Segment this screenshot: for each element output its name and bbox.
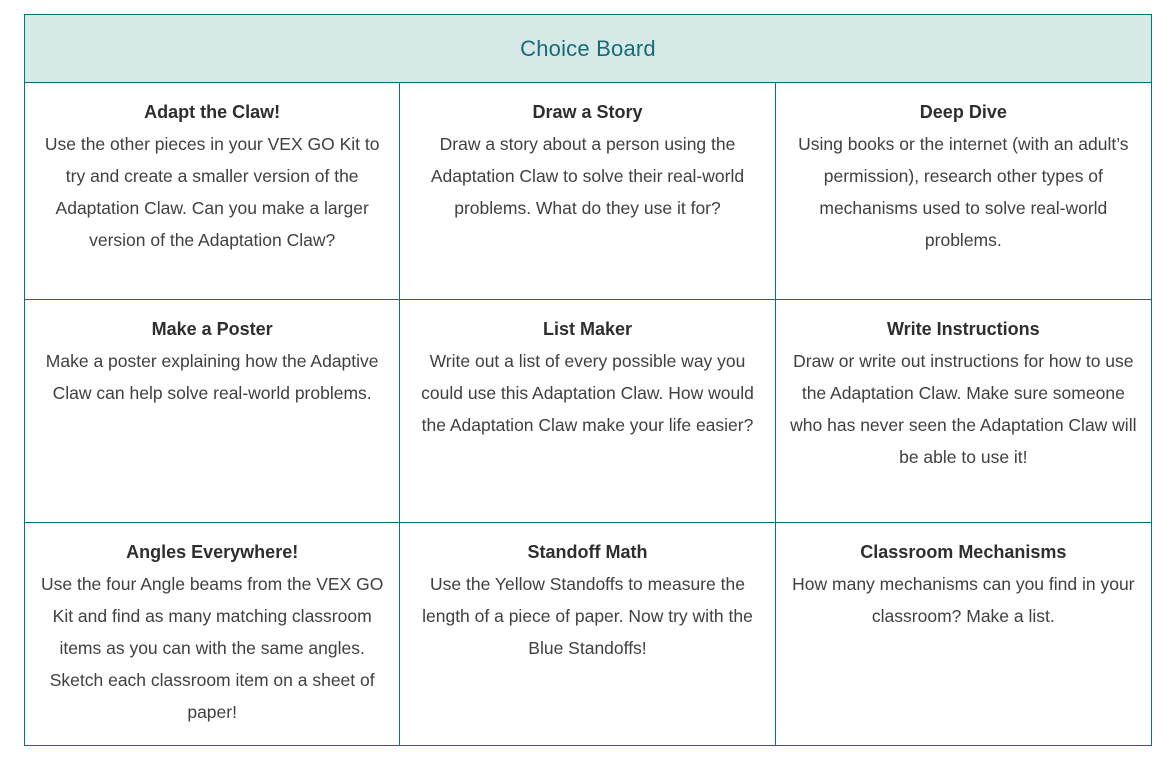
choice-cell-body: Use the other pieces in your VEX GO Kit …: [44, 134, 380, 250]
choice-board-table: Choice Board Adapt the Claw! Use the oth…: [24, 14, 1152, 746]
choice-cell-classroom-mechanisms: Classroom Mechanisms How many mechanisms…: [776, 523, 1151, 745]
choice-cell-title: Standoff Math: [527, 542, 648, 562]
choice-cell-body: How many mechanisms can you find in your…: [792, 574, 1135, 626]
choice-cell-deep-dive: Deep Dive Using books or the internet (w…: [775, 83, 1151, 300]
choice-cell-list-maker: List Maker Write out a list of every pos…: [400, 300, 776, 523]
choice-cell-title: List Maker: [542, 319, 633, 339]
choice-cell-angles-everywhere: Angles Everywhere! Use the four Angle be…: [25, 523, 401, 745]
choice-cell-title: Write Instructions: [886, 319, 1040, 339]
choice-cell-title: Make a Poster: [151, 319, 273, 339]
choice-cell-body: Draw or write out instructions for how t…: [790, 351, 1137, 467]
choice-cell-title: Classroom Mechanisms: [860, 542, 1067, 562]
choice-board-header: Choice Board: [25, 15, 1151, 83]
choice-cell-body: Write out a list of every possible way y…: [421, 351, 754, 435]
choice-cell-make-a-poster: Make a Poster Make a poster explaining h…: [25, 300, 401, 523]
choice-cell-title: Draw a Story: [532, 102, 643, 122]
choice-cell-standoff-math: Standoff Math Use the Yellow Standoffs t…: [400, 523, 776, 745]
choice-cell-title: Adapt the Claw!: [144, 102, 281, 122]
choice-cell-title: Deep Dive: [919, 102, 1007, 122]
choice-cell-body: Use the Yellow Standoffs to measure the …: [422, 574, 753, 658]
choice-cell-body: Make a poster explaining how the Adaptiv…: [45, 351, 379, 403]
choice-cell-adapt-the-claw: Adapt the Claw! Use the other pieces in …: [25, 83, 401, 300]
choice-cell-body: Use the four Angle beams from the VEX GO…: [40, 574, 384, 722]
page-title: Choice Board: [520, 35, 656, 61]
choice-cell-title: Angles Everywhere!: [126, 542, 299, 562]
choice-board-grid: Adapt the Claw! Use the other pieces in …: [25, 83, 1151, 745]
choice-cell-draw-a-story: Draw a Story Draw a story about a person…: [400, 83, 776, 300]
choice-cell-write-instructions: Write Instructions Draw or write out ins…: [775, 300, 1151, 523]
choice-cell-body: Draw a story about a person using the Ad…: [430, 134, 745, 218]
choice-cell-body: Using books or the internet (with an adu…: [798, 134, 1129, 250]
